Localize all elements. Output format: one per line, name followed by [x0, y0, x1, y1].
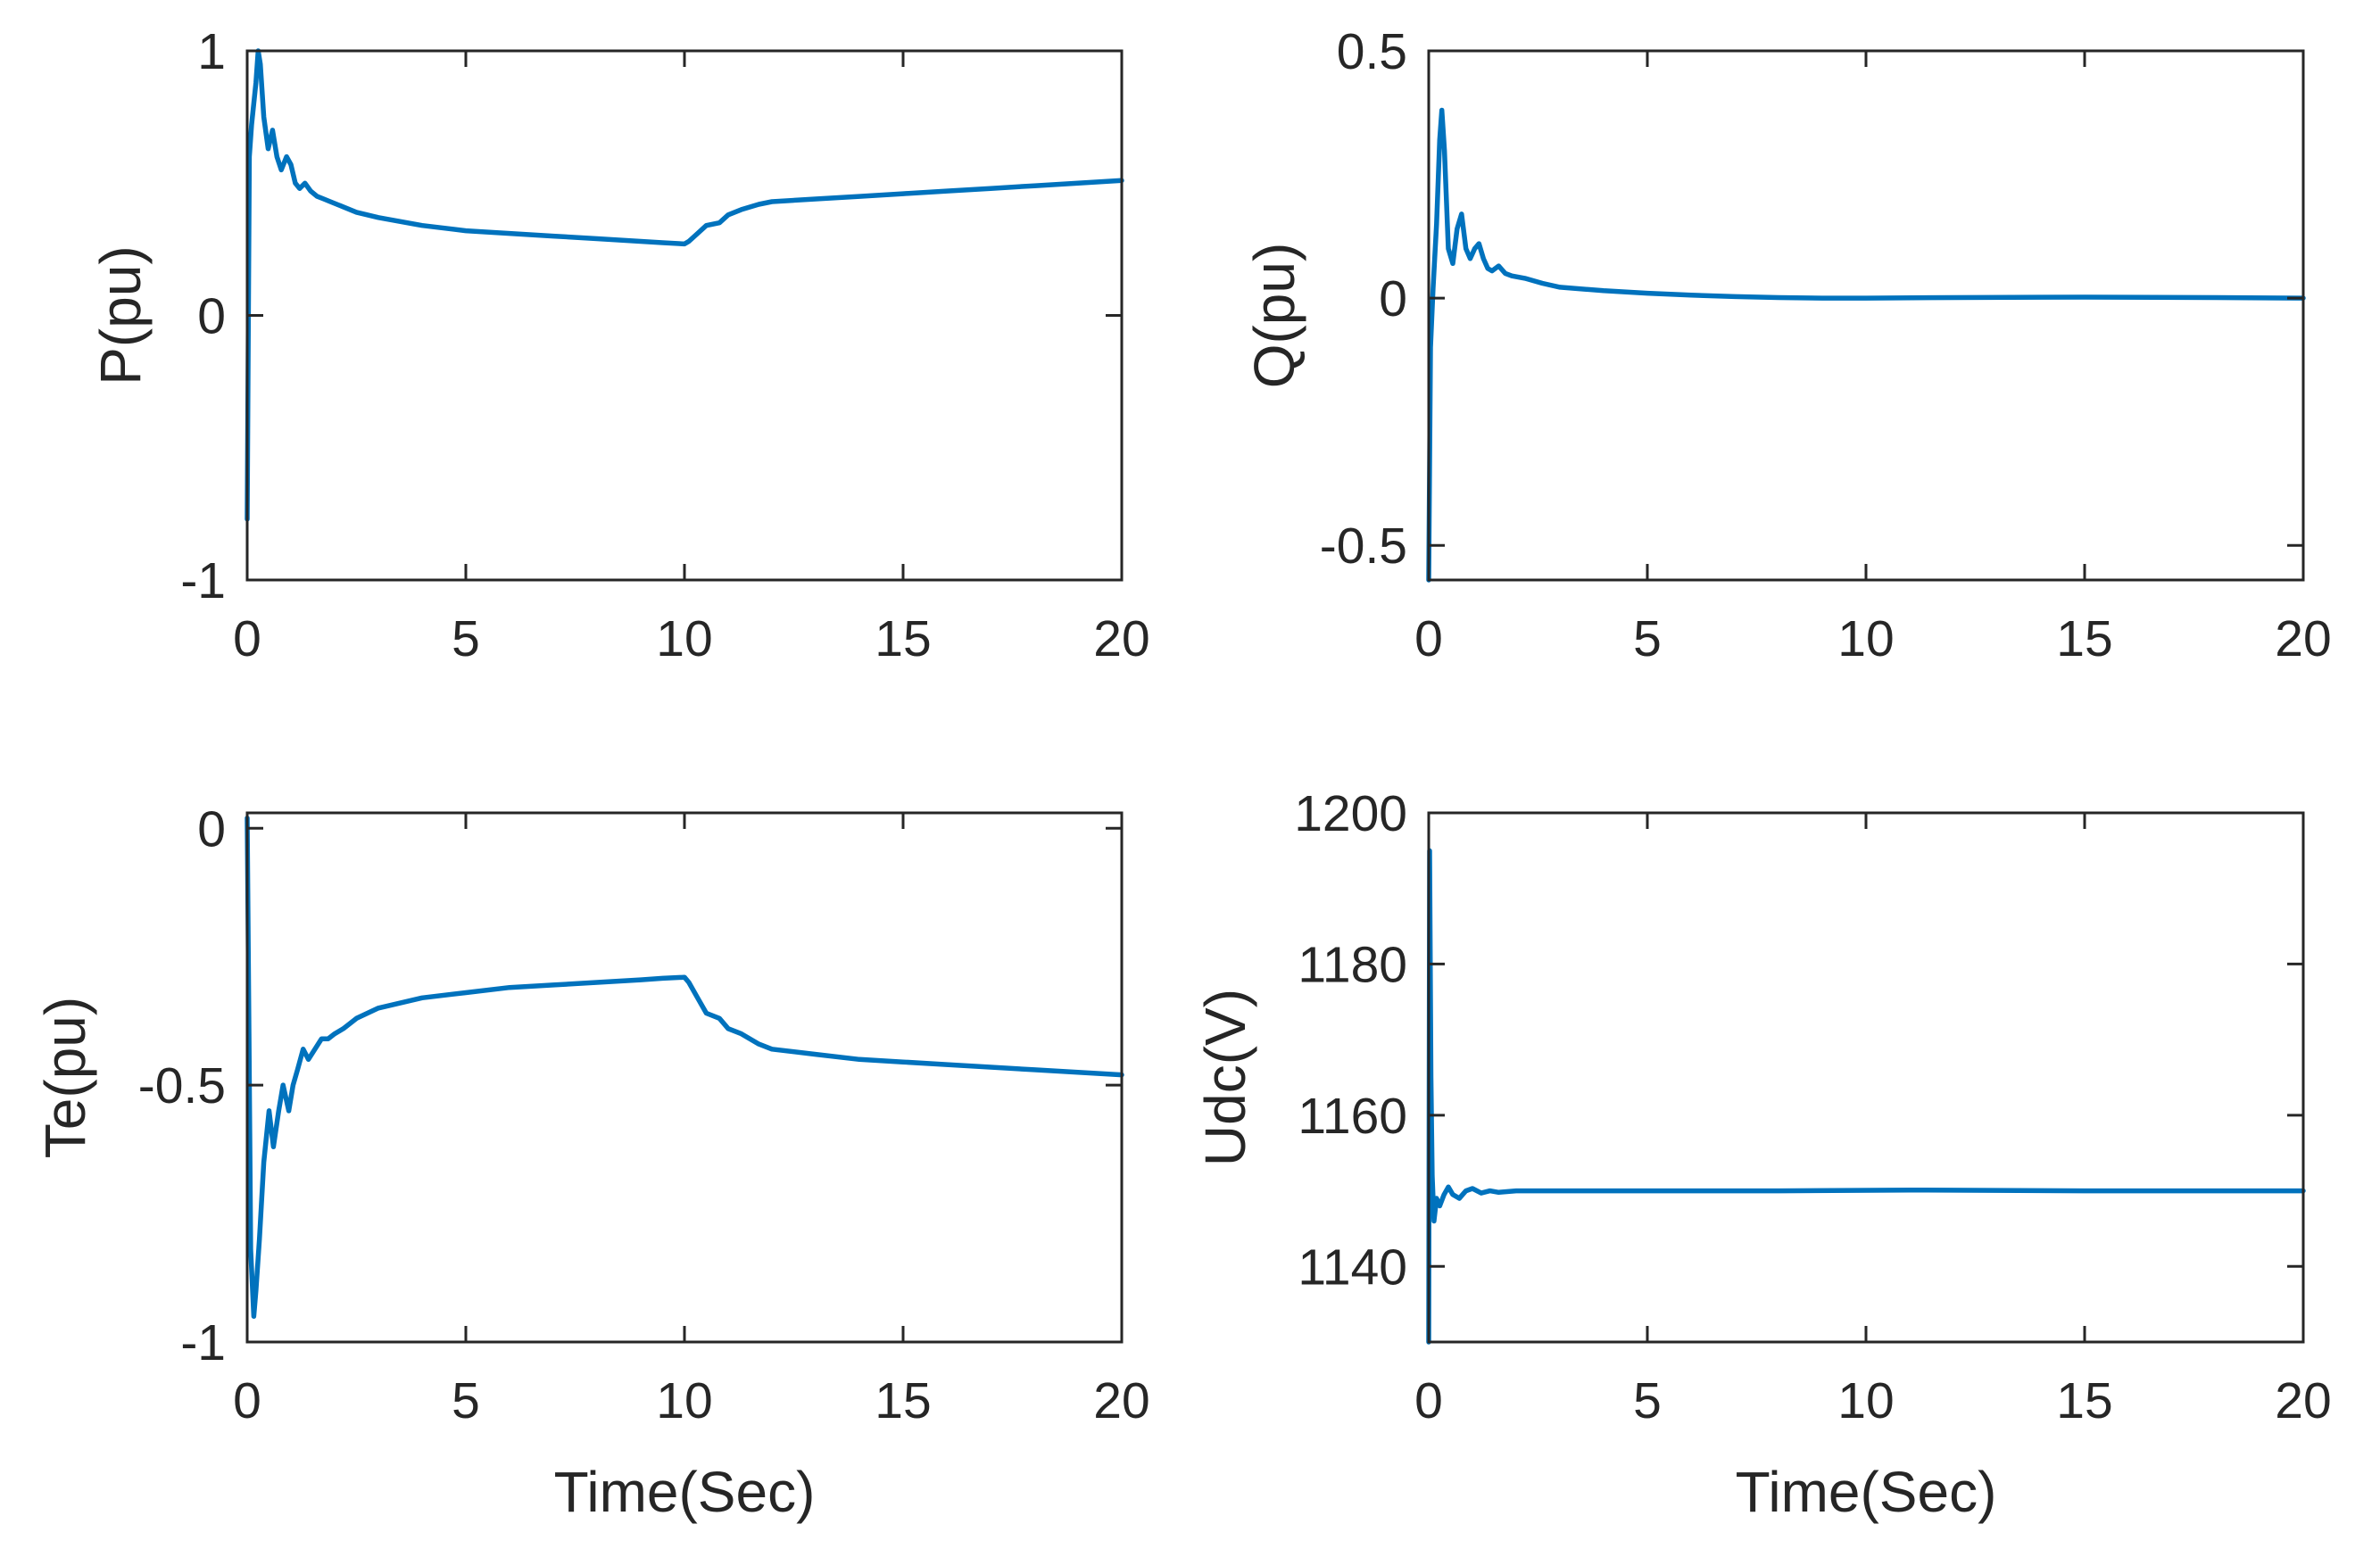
x-axis-label: Time(Sec) — [554, 1460, 816, 1524]
x-tick-label: 20 — [2275, 610, 2331, 667]
y-tick-label: 0 — [197, 288, 226, 345]
x-tick-label: 0 — [233, 610, 261, 667]
tick-marks — [245, 49, 1124, 582]
x-tick-label: 5 — [452, 1372, 480, 1429]
tick-marks — [1427, 49, 2305, 580]
y-tick-label: 1160 — [1298, 1088, 1407, 1145]
y-axis-label: Udc(V) — [1193, 989, 1257, 1166]
x-tick-label: 20 — [1093, 610, 1149, 667]
series-line-te — [245, 816, 1124, 1319]
y-tick-label: 1180 — [1298, 936, 1407, 993]
x-tick-label: 5 — [1633, 610, 1662, 667]
y-tick-label: -1 — [180, 552, 226, 609]
x-tick-label: 0 — [233, 1372, 261, 1429]
x-tick-label: 10 — [1837, 610, 1894, 667]
x-tick-label: 15 — [2056, 1372, 2112, 1429]
y-tick-label: -0.5 — [1320, 518, 1407, 575]
y-tick-label: 1140 — [1298, 1238, 1407, 1296]
x-tick-label: 5 — [452, 610, 480, 667]
x-tick-label: 10 — [656, 610, 712, 667]
axes-frame — [245, 811, 1124, 1344]
y-tick-label: -0.5 — [138, 1057, 226, 1114]
series-line-q — [1426, 107, 2306, 583]
x-tick-label: 20 — [1093, 1372, 1149, 1429]
x-tick-label: 15 — [875, 610, 931, 667]
x-axis-label: Time(Sec) — [1736, 1460, 1997, 1524]
y-axis-label: Te(pu) — [33, 997, 97, 1158]
tick-marks — [245, 813, 1124, 1344]
axes-frame — [1427, 811, 2305, 1344]
y-tick-label: 1200 — [1294, 785, 1407, 842]
x-tick-label: 20 — [2275, 1372, 2331, 1429]
y-tick-label: 0 — [1379, 270, 1407, 327]
x-tick-label: 0 — [1414, 1372, 1443, 1429]
y-tick-label: -1 — [180, 1314, 226, 1371]
subplot-q: 0 5 10 15 20 -0.5 0 0.5 Q(pu) — [1242, 23, 2332, 667]
x-tick-label: 10 — [656, 1372, 712, 1429]
x-tick-label: 5 — [1633, 1372, 1662, 1429]
y-axis-label: P(pu) — [88, 245, 153, 385]
axes-frame — [245, 49, 1124, 582]
subplot-te: 0 5 10 15 20 -1 -0.5 0 Te(pu) Time(Sec) — [33, 800, 1150, 1524]
subplot-udc: 0 5 10 15 20 1140 1160 1180 1200 Udc(V) … — [1193, 785, 2332, 1524]
y-axis-label: Q(pu) — [1242, 243, 1306, 389]
series-line-p — [245, 48, 1124, 522]
x-tick-label: 15 — [2056, 610, 2112, 667]
tick-marks — [1427, 811, 2305, 1342]
y-tick-label: 1 — [197, 23, 226, 80]
x-tick-label: 10 — [1837, 1372, 1894, 1429]
x-tick-label: 15 — [875, 1372, 931, 1429]
subplot-p: 0 5 10 15 20 -1 0 1 P(pu) — [88, 23, 1150, 667]
x-tick-label: 0 — [1414, 610, 1443, 667]
series-line-udc — [1426, 848, 2306, 1345]
y-tick-label: 0.5 — [1337, 23, 1407, 80]
axes-frame — [1427, 49, 2305, 582]
y-tick-label: 0 — [197, 800, 226, 857]
